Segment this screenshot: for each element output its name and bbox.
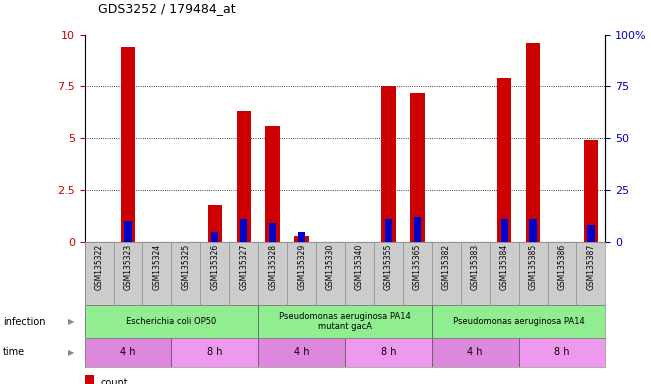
Text: GSM135322: GSM135322 bbox=[94, 244, 104, 290]
Bar bbox=[124, 221, 132, 242]
Bar bbox=[171, 242, 201, 305]
Text: GSM135386: GSM135386 bbox=[557, 244, 566, 290]
Bar bbox=[316, 242, 345, 305]
Bar bbox=[374, 242, 403, 305]
Text: GSM135329: GSM135329 bbox=[297, 244, 306, 290]
Bar bbox=[432, 242, 461, 305]
Bar bbox=[113, 242, 143, 305]
Bar bbox=[432, 305, 605, 338]
Bar bbox=[85, 375, 94, 384]
Bar bbox=[85, 338, 171, 367]
Bar bbox=[211, 232, 219, 242]
Text: GSM135323: GSM135323 bbox=[124, 244, 133, 290]
Bar bbox=[229, 242, 258, 305]
Text: GSM135384: GSM135384 bbox=[500, 244, 508, 290]
Text: ▶: ▶ bbox=[68, 348, 75, 357]
Text: GSM135325: GSM135325 bbox=[182, 244, 190, 290]
Bar bbox=[584, 140, 598, 242]
Bar bbox=[171, 338, 258, 367]
Text: GSM135355: GSM135355 bbox=[384, 244, 393, 290]
Text: 4 h: 4 h bbox=[120, 347, 136, 358]
Text: 4 h: 4 h bbox=[467, 347, 483, 358]
Bar bbox=[519, 338, 605, 367]
Bar bbox=[208, 205, 222, 242]
Bar bbox=[143, 242, 171, 305]
Bar bbox=[240, 219, 247, 242]
Text: count: count bbox=[100, 379, 128, 384]
Bar bbox=[414, 217, 421, 242]
Text: GDS3252 / 179484_at: GDS3252 / 179484_at bbox=[98, 2, 235, 15]
Text: GSM135327: GSM135327 bbox=[240, 244, 248, 290]
Bar bbox=[497, 78, 512, 242]
Bar bbox=[121, 47, 135, 242]
Text: GSM135365: GSM135365 bbox=[413, 244, 422, 290]
Text: GSM135330: GSM135330 bbox=[326, 244, 335, 290]
Text: 8 h: 8 h bbox=[554, 347, 570, 358]
Bar bbox=[547, 242, 577, 305]
Bar bbox=[85, 305, 258, 338]
Bar bbox=[266, 126, 280, 242]
Bar bbox=[490, 242, 519, 305]
Text: GSM135328: GSM135328 bbox=[268, 244, 277, 290]
Bar bbox=[294, 236, 309, 242]
Bar bbox=[258, 338, 345, 367]
Text: GSM135383: GSM135383 bbox=[471, 244, 480, 290]
Bar bbox=[577, 242, 605, 305]
Text: GSM135387: GSM135387 bbox=[587, 244, 596, 290]
Text: 8 h: 8 h bbox=[207, 347, 223, 358]
Text: 4 h: 4 h bbox=[294, 347, 309, 358]
Bar bbox=[236, 111, 251, 242]
Text: ▶: ▶ bbox=[68, 317, 75, 326]
Text: 8 h: 8 h bbox=[381, 347, 396, 358]
Bar bbox=[529, 219, 536, 242]
Bar bbox=[269, 223, 276, 242]
Bar bbox=[345, 338, 432, 367]
Text: time: time bbox=[3, 347, 25, 358]
Text: GSM135326: GSM135326 bbox=[210, 244, 219, 290]
Bar bbox=[501, 219, 508, 242]
Bar bbox=[526, 43, 540, 242]
Bar bbox=[385, 219, 392, 242]
Text: GSM135382: GSM135382 bbox=[442, 244, 450, 290]
Bar bbox=[258, 242, 287, 305]
Bar bbox=[201, 242, 229, 305]
Text: GSM135385: GSM135385 bbox=[529, 244, 538, 290]
Bar bbox=[432, 338, 519, 367]
Bar bbox=[403, 242, 432, 305]
Text: GSM135340: GSM135340 bbox=[355, 244, 364, 290]
Bar bbox=[519, 242, 547, 305]
Bar bbox=[410, 93, 424, 242]
Text: GSM135324: GSM135324 bbox=[152, 244, 161, 290]
Text: infection: infection bbox=[3, 316, 46, 327]
Bar bbox=[461, 242, 490, 305]
Bar bbox=[381, 86, 396, 242]
Bar bbox=[345, 242, 374, 305]
Bar bbox=[587, 225, 594, 242]
Text: Pseudomonas aeruginosa PA14
mutant gacA: Pseudomonas aeruginosa PA14 mutant gacA bbox=[279, 312, 411, 331]
Bar bbox=[298, 232, 305, 242]
Bar bbox=[287, 242, 316, 305]
Text: Escherichia coli OP50: Escherichia coli OP50 bbox=[126, 317, 217, 326]
Text: Pseudomonas aeruginosa PA14: Pseudomonas aeruginosa PA14 bbox=[452, 317, 585, 326]
Bar bbox=[85, 242, 113, 305]
Bar bbox=[258, 305, 432, 338]
